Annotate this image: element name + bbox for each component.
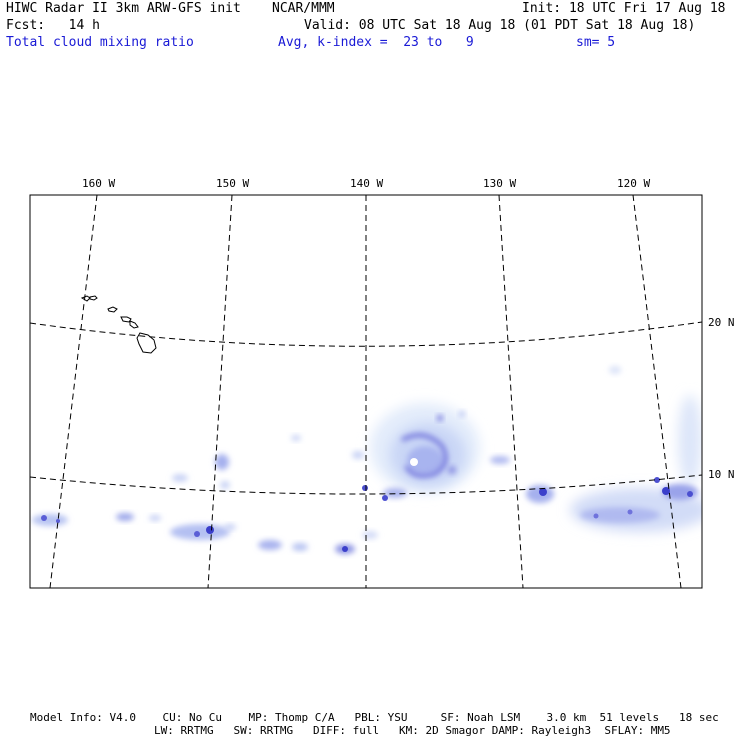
forecast-hour: Fcst: 14 h <box>6 18 100 33</box>
plot-title: HIWC Radar II 3km ARW-GFS init <box>6 1 241 16</box>
physics-info: LW: RRTMG SW: RRTMG DIFF: full KM: 2D Sm… <box>154 724 671 737</box>
init-time: Init: 18 UTC Fri 17 Aug 18 <box>522 1 726 16</box>
lon-label-160w: 160 W <box>82 177 115 190</box>
lon-label-150w: 150 W <box>216 177 249 190</box>
lon-label-140w: 140 W <box>350 177 383 190</box>
graticule <box>30 195 702 588</box>
lat-label-10n: 10 N <box>708 468 735 481</box>
cloud-mixing-field <box>32 366 702 554</box>
latitude-labels: 20 N 10 N <box>708 316 735 481</box>
hawaii-islands <box>80 295 157 354</box>
map-frame <box>29 194 703 589</box>
lon-label-130w: 130 W <box>483 177 516 190</box>
lat-label-20n: 20 N <box>708 316 735 329</box>
lon-label-120w: 120 W <box>617 177 650 190</box>
level-range: Avg, k-index = 23 to 9 <box>278 35 474 50</box>
agency-label: NCAR/MMM <box>272 1 335 16</box>
model-info: Model Info: V4.0 CU: No Cu MP: Thomp C/A… <box>30 711 719 724</box>
valid-time: Valid: 08 UTC Sat 18 Aug 18 (01 PDT Sat … <box>304 18 696 33</box>
longitude-labels: 160 W 150 W 140 W 130 W 120 W <box>82 177 650 190</box>
field-name: Total cloud mixing ratio <box>6 35 194 50</box>
smoothing-value: sm= 5 <box>576 35 616 50</box>
